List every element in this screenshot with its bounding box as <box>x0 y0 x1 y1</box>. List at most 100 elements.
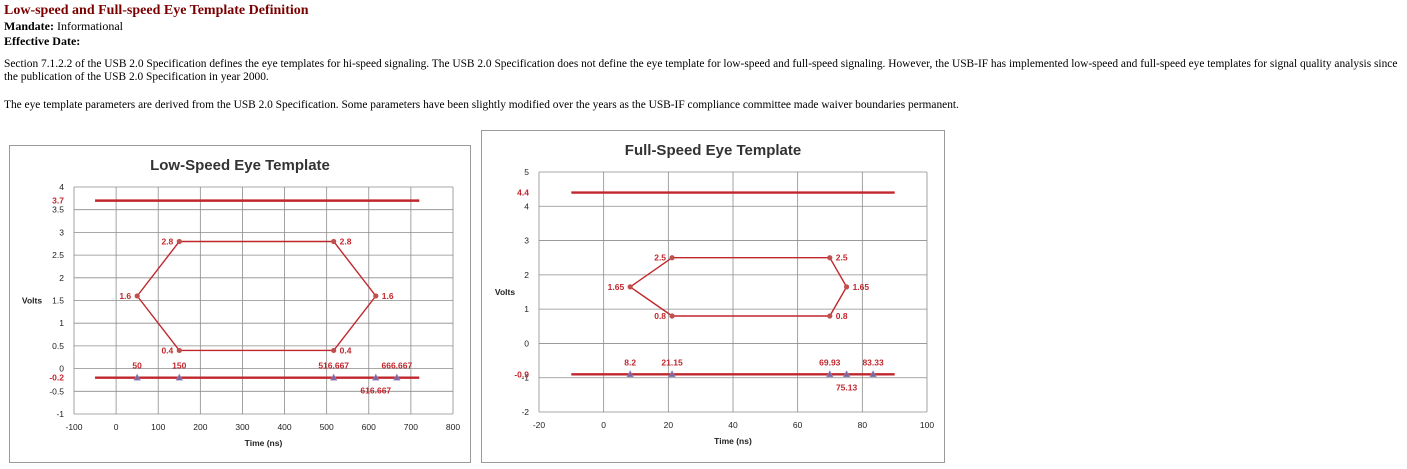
y-tick-label: 1.5 <box>52 296 64 306</box>
time-marker-label: 69.93 <box>819 357 841 367</box>
time-marker <box>826 370 834 378</box>
y-axis-label: Volts <box>495 287 515 297</box>
eye-vertex-marker <box>827 313 833 319</box>
effective-date-label: Effective Date: <box>4 34 81 48</box>
y-tick-label: -1 <box>56 409 64 419</box>
eye-vertex-marker <box>669 313 675 319</box>
x-tick-label: 200 <box>193 422 207 432</box>
time-marker <box>842 370 851 378</box>
eye-point-label: 2.5 <box>836 253 848 263</box>
time-marker-label: 75.13 <box>836 382 858 392</box>
time-marker-label: 150 <box>172 361 186 371</box>
y-tick-label: -0.5 <box>49 386 64 396</box>
full-speed-eye-chart: Full-Speed Eye Template -2 -1 0 1 2 3 4 5 -20 0 20 4… <box>481 130 945 463</box>
effective-date-line: Effective Date: <box>4 34 80 49</box>
y-tick-label: 0 <box>524 338 529 348</box>
time-marker-label: 616.667 <box>360 386 391 396</box>
mandate-value: Informational <box>57 19 123 33</box>
eye-point-label: 0.4 <box>340 345 352 355</box>
mandate-line: Mandate: Informational <box>4 19 123 34</box>
x-tick-label: 700 <box>404 422 418 432</box>
y-tick-label: 2 <box>59 273 64 283</box>
time-marker-label: 516.667 <box>318 361 349 371</box>
eye-vertex-marker <box>669 255 675 261</box>
time-marker <box>175 373 183 381</box>
eye-point-label: 1.6 <box>119 291 131 301</box>
x-tick-label: 0 <box>601 420 606 430</box>
time-marker-label: 21.15 <box>661 357 683 367</box>
y-tick-label: 5 <box>524 167 529 177</box>
y-tick-label: 0.5 <box>52 341 64 351</box>
x-tick-label: 100 <box>151 422 165 432</box>
y-tick-label: -1 <box>521 373 529 383</box>
eye-vertex-marker <box>134 293 140 299</box>
mandate-label: Mandate: <box>4 19 54 33</box>
eye-vertex-marker <box>331 238 337 245</box>
eye-point-label: 0.4 <box>161 345 173 355</box>
x-tick-label: 20 <box>664 420 674 430</box>
document-title: Low-speed and Full-speed Eye Template De… <box>4 3 309 18</box>
y-tick-label: 3.5 <box>52 205 64 215</box>
x-tick-label: -20 <box>533 420 546 430</box>
lower-limit-label: -0.2 <box>49 373 64 383</box>
y-tick-label: 4 <box>59 182 64 192</box>
x-tick-label: 80 <box>858 420 868 430</box>
x-tick-label: -100 <box>65 422 82 432</box>
time-marker-label: 666.667 <box>381 361 412 371</box>
eye-point-label: 1.6 <box>382 291 394 301</box>
x-tick-label: 100 <box>920 420 934 430</box>
low-speed-eye-chart: Low-Speed Eye Template -1 -0.5 0 0.5 1 1.5 2 2.5… <box>9 145 471 463</box>
y-tick-label: 2.5 <box>52 250 64 260</box>
time-marker <box>869 370 877 378</box>
eye-point-label: 0.8 <box>836 311 848 321</box>
x-tick-label: 0 <box>114 422 119 432</box>
y-tick-label: 3 <box>524 236 529 246</box>
x-axis-label: Time (ns) <box>245 438 283 448</box>
chart-frame <box>9 145 471 463</box>
chart-title: Low-Speed Eye Template <box>150 157 330 174</box>
eye-vertex-marker <box>627 284 633 290</box>
x-tick-label: 400 <box>277 422 291 432</box>
eye-point-label: 2.8 <box>340 236 352 246</box>
time-marker <box>626 370 634 378</box>
eye-point-label: 2.8 <box>161 236 173 246</box>
eye-point-label: 2.5 <box>654 253 666 263</box>
x-axis-label: Time (ns) <box>714 436 752 446</box>
y-tick-label: 3 <box>59 227 64 237</box>
x-tick-label: 300 <box>235 422 249 432</box>
time-marker-label: 83.33 <box>862 357 884 367</box>
lower-limit-label: -0.9 <box>514 369 529 379</box>
time-marker-label: 8.2 <box>624 357 636 367</box>
time-marker <box>393 373 401 381</box>
time-marker <box>668 370 676 378</box>
eye-vertex-marker <box>331 347 337 354</box>
eye-vertex-marker <box>176 347 182 354</box>
x-tick-label: 40 <box>728 420 738 430</box>
paragraph-parameters: The eye template parameters are derived … <box>4 99 959 111</box>
time-marker <box>329 373 338 381</box>
time-marker <box>133 373 141 381</box>
x-tick-label: 500 <box>320 422 334 432</box>
y-tick-label: 1 <box>59 318 64 328</box>
eye-vertex-marker <box>176 238 182 245</box>
time-marker <box>372 373 380 381</box>
y-tick-label: 2 <box>524 270 529 280</box>
paragraph-intro: Section 7.1.2.2 of the USB 2.0 Specifica… <box>4 58 1398 83</box>
chart-frame <box>481 130 945 463</box>
x-tick-label: 600 <box>362 422 376 432</box>
eye-vertex-marker <box>827 255 833 261</box>
y-axis-label: Volts <box>22 296 42 306</box>
y-tick-label: 1 <box>524 304 529 314</box>
eye-point-label: 0.8 <box>654 311 666 321</box>
eye-point-label: 1.65 <box>608 282 625 292</box>
chart-title: Full-Speed Eye Template <box>625 142 801 159</box>
y-tick-label: -2 <box>521 407 529 417</box>
eye-vertex-marker <box>843 284 850 290</box>
eye-point-label: 1.65 <box>853 282 870 292</box>
eye-vertex-marker <box>373 293 379 299</box>
x-tick-label: 800 <box>446 422 460 432</box>
x-tick-label: 60 <box>793 420 803 430</box>
upper-limit-label: 4.4 <box>517 188 529 198</box>
upper-limit-label: 3.7 <box>52 196 64 206</box>
y-tick-label: 0 <box>59 364 64 374</box>
